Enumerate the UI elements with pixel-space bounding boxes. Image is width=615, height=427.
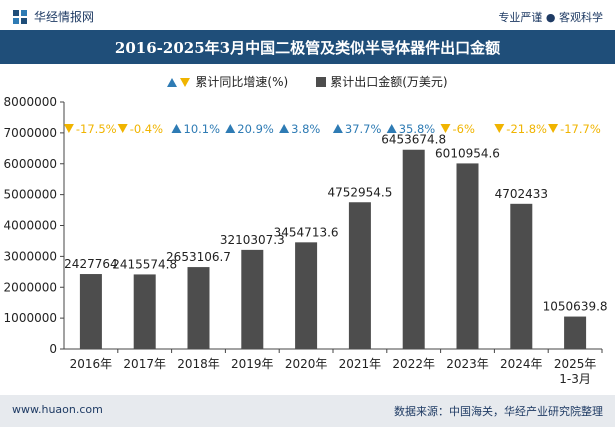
- growth-label: 37.7%: [345, 122, 382, 136]
- bar-value-label: 4702433: [495, 187, 548, 201]
- x-tick-label: 2020年: [285, 357, 328, 371]
- x-tick-label: 2019年: [231, 357, 274, 371]
- growth-label: 3.8%: [291, 122, 320, 136]
- y-tick-label: 8000000: [4, 95, 57, 109]
- x-tick-label: 2016年: [70, 357, 113, 371]
- growth-label: -0.4%: [130, 122, 163, 136]
- bar-value-label: 6010954.6: [435, 146, 500, 160]
- bar-value-label: 4752954.5: [327, 185, 392, 199]
- growth-up-marker: [332, 124, 343, 133]
- growth-label: 10.1%: [184, 122, 221, 136]
- footer-website[interactable]: www.huaon.com: [12, 403, 103, 416]
- x-tick-label: 2018年: [177, 357, 220, 371]
- growth-down-marker: [117, 124, 128, 133]
- brand-name: 华经情报网: [34, 10, 95, 24]
- chart-area: 0 1000000 2000000 3000000 4000000 5000000 6000…: [4, 95, 608, 386]
- y-tick-label: 6000000: [4, 157, 57, 171]
- legend-amount-label: 累计出口金额(万美元): [330, 75, 448, 89]
- bar-value-label: 1050639.8: [543, 300, 608, 314]
- bar-value-label: 3210307.3: [220, 233, 285, 247]
- footer-source: 数据来源：中国海关，华经产业研究院整理: [394, 405, 603, 418]
- growth-down-marker: [63, 124, 74, 133]
- x-tick-label: 2021年: [339, 357, 382, 371]
- growth-label: 35.8%: [399, 122, 436, 136]
- bar-value-label: 2415574.8: [112, 257, 177, 271]
- bar-value-label: 3454713.6: [274, 225, 339, 239]
- growth-down-marker: [440, 124, 451, 133]
- growth-up-marker: [171, 124, 182, 133]
- growth-up-marker: [225, 124, 236, 133]
- y-tick-label: 1000000: [4, 311, 57, 325]
- slogan: 专业严谨 ● 客观科学: [498, 11, 603, 24]
- bar-value-label: 2427764: [64, 257, 117, 271]
- bar: [564, 316, 587, 349]
- bar-value-label: 6453674.8: [381, 133, 446, 147]
- top-bar: 华经情报网 专业严谨 ● 客观科学: [0, 0, 615, 30]
- up-down-triangle-icon: [167, 77, 191, 87]
- y-tick-label: 7000000: [4, 126, 57, 140]
- title-bar: 2016-2025年3月中国二极管及类似半导体器件出口金额: [0, 30, 615, 64]
- y-tick-label: 0: [49, 342, 57, 356]
- y-tick-label: 2000000: [4, 280, 57, 294]
- logo-icon: [13, 9, 27, 24]
- growth-down-marker: [548, 124, 559, 133]
- growth-up-marker: [279, 124, 290, 133]
- legend-growth-label: 累计同比增速(%): [195, 75, 289, 89]
- x-tick-label: 2022年: [392, 357, 435, 371]
- legend-item-amount: 累计出口金额(万美元): [316, 73, 448, 90]
- y-tick-label: 5000000: [4, 188, 57, 202]
- growth-up-marker: [386, 124, 397, 133]
- growth-label: -21.8%: [506, 122, 547, 136]
- bar: [241, 249, 264, 349]
- bar: [456, 163, 479, 349]
- chart-title: 2016-2025年3月中国二极管及类似半导体器件出口金额: [114, 39, 501, 57]
- brand[interactable]: 华经情报网: [12, 8, 94, 25]
- bar: [348, 202, 371, 349]
- bar: [133, 274, 156, 349]
- growth-label: -17.7%: [560, 122, 601, 136]
- growth-label: -17.5%: [76, 122, 117, 136]
- bar: [187, 267, 210, 349]
- bar: [402, 149, 425, 349]
- bar-value-label: 2653106.7: [166, 250, 231, 264]
- y-tick-label: 3000000: [4, 249, 57, 263]
- bar: [79, 274, 102, 349]
- bar-swatch-icon: [316, 76, 327, 87]
- legend-item-growth: 累计同比增速(%): [167, 73, 288, 90]
- growth-label: 20.9%: [237, 122, 274, 136]
- legend: 累计同比增速(%) 累计出口金额(万美元): [0, 73, 615, 90]
- bar: [295, 242, 318, 349]
- footer: www.huaon.com 数据来源：中国海关，华经产业研究院整理: [0, 395, 615, 427]
- growth-label: -6%: [453, 122, 475, 136]
- bar: [510, 203, 533, 349]
- x-tick-label: 2025年 1-3月: [554, 357, 597, 386]
- x-tick-label: 2024年: [500, 357, 543, 371]
- x-tick-label: 2023年: [446, 357, 489, 371]
- y-tick-label: 4000000: [4, 219, 57, 233]
- x-tick-label: 2017年: [123, 357, 166, 371]
- growth-down-marker: [494, 124, 505, 133]
